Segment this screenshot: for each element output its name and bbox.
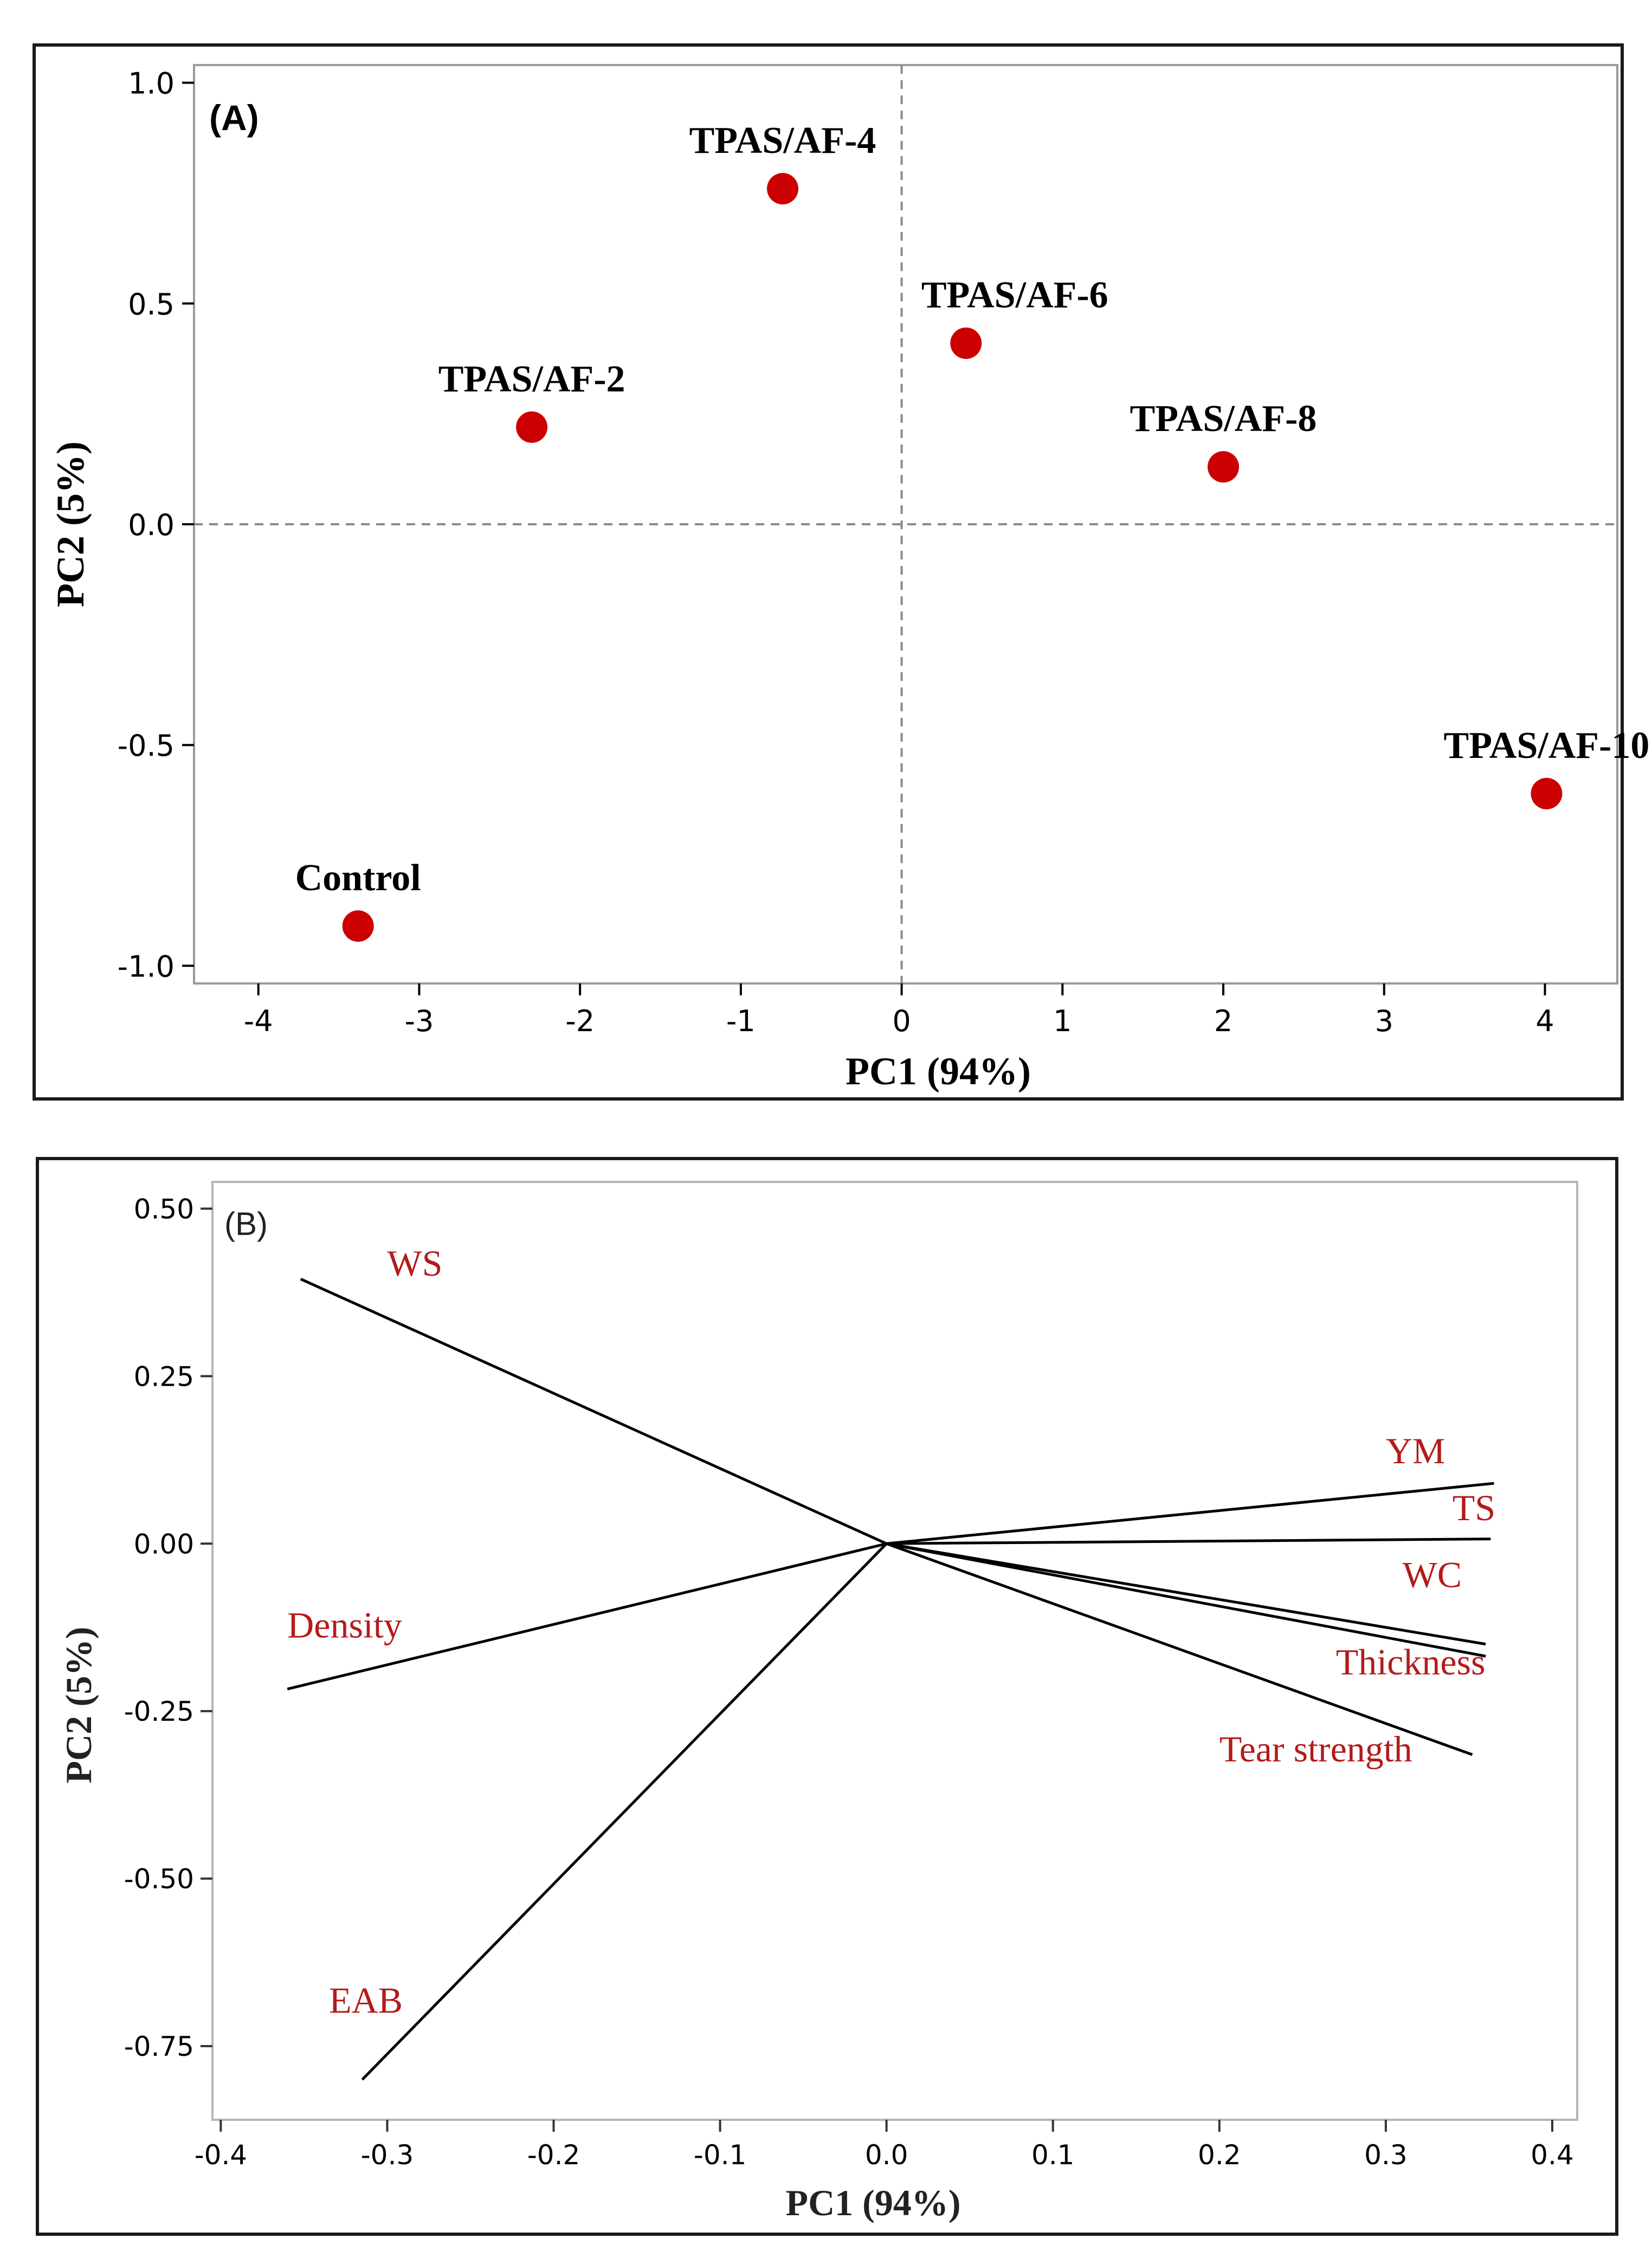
y-tick-label: 0.00	[134, 1528, 194, 1560]
vector-tear-strength	[886, 1542, 1473, 1756]
vector-label-thickness: Thickness	[1336, 1641, 1486, 1682]
y-tick-label: -0.75	[124, 2031, 194, 2062]
x-tick-label: 0.0	[865, 2139, 908, 2171]
vector-ws	[300, 1277, 887, 1545]
x-tick-label: 0.3	[1364, 2139, 1408, 2171]
panel-label: (A)	[209, 98, 259, 138]
pca-score-plot: -4 -3 -2 -1 0 1 2 3 4 1.0 0.5 0.0 -0.5 -1.0 PC1 (94%) P…	[49, 64, 1649, 1093]
y-tick-label: -1.0	[118, 949, 175, 983]
point-label-tpas-af-2: TPAS/AF-2	[438, 358, 625, 400]
x-axis-title: PC1 (94%)	[786, 2182, 961, 2223]
vector-label-ws: WS	[387, 1243, 442, 1284]
vector-density	[287, 1542, 887, 1690]
x-tick-label: 3	[1375, 1004, 1393, 1038]
x-tick-label: -4	[244, 1004, 273, 1038]
vector-label-tear-strength: Tear strength	[1219, 1728, 1412, 1770]
y-tick-label: 1.0	[128, 67, 175, 101]
point-label-tpas-af-8: TPAS/AF-8	[1130, 398, 1317, 440]
x-tick-label: -2	[565, 1004, 595, 1038]
panel-a: -4 -3 -2 -1 0 1 2 3 4 1.0 0.5 0.0 -0.5 -1.0 PC1 (94%) P…	[33, 43, 1649, 1101]
x-tick-label: -1	[726, 1004, 756, 1038]
vector-label-wc: WC	[1403, 1554, 1462, 1596]
x-tick-label: 0	[892, 1004, 911, 1038]
vector-eab	[361, 1542, 888, 2081]
point-label-control: Control	[295, 857, 421, 899]
x-tick-label: 2	[1214, 1004, 1232, 1038]
vector-ym	[886, 1482, 1494, 1545]
point-control	[342, 910, 374, 942]
point-label-tpas-af-6: TPAS/AF-6	[921, 274, 1108, 316]
x-tick-label: 1	[1053, 1004, 1072, 1038]
point-tpas-af-8	[1208, 451, 1240, 483]
vector-label-ym: YM	[1386, 1430, 1446, 1471]
y-tick-label: 0.25	[134, 1361, 194, 1392]
plot-frame	[211, 1181, 1578, 2121]
x-tick-label: 0.1	[1031, 2139, 1075, 2171]
x-tick-label: 0.4	[1531, 2139, 1574, 2171]
point-tpas-af-4	[767, 173, 799, 205]
x-tick-label: -0.3	[361, 2139, 414, 2171]
y-tick-label: 0.0	[128, 508, 175, 542]
y-tick-label: -0.5	[118, 729, 175, 763]
vector-label-density: Density	[287, 1604, 402, 1645]
x-axis-title: PC1 (94%)	[846, 1050, 1031, 1093]
x-tick-label: 4	[1535, 1004, 1554, 1038]
y-axis-title: PC2 (5%)	[58, 1627, 99, 1784]
y-tick-label: -0.25	[124, 1696, 194, 1727]
y-tick-label: 0.50	[134, 1193, 194, 1225]
y-tick-label: 0.5	[128, 287, 175, 321]
vector-wc	[886, 1542, 1486, 1646]
pca-loading-plot: -0.4 -0.3 -0.2 -0.1 0.0 0.1 0.2 0.3 0.4 0.50 0.25 0…	[58, 1181, 1578, 2223]
x-tick-label: -3	[404, 1004, 434, 1038]
y-axis-title: PC2 (5%)	[49, 441, 92, 607]
point-label-tpas-af-10: TPAS/AF-10	[1444, 725, 1650, 767]
x-tick-label: -0.4	[195, 2139, 248, 2171]
x-tick-label: 0.2	[1198, 2139, 1241, 2171]
y-tick-label: -0.50	[124, 1863, 194, 1895]
vector-thickness	[886, 1542, 1486, 1658]
vector-label-eab: EAB	[329, 1979, 403, 2021]
point-tpas-af-6	[950, 327, 982, 359]
point-tpas-af-2	[516, 411, 548, 443]
point-tpas-af-10	[1531, 777, 1563, 809]
panel-b: -0.4 -0.3 -0.2 -0.1 0.0 0.1 0.2 0.3 0.4 0.50 0.25 0…	[36, 1157, 1618, 2236]
vector-ts	[886, 1538, 1491, 1545]
point-label-tpas-af-4: TPAS/AF-4	[689, 120, 876, 162]
x-tick-label: -0.2	[527, 2139, 580, 2171]
vector-label-ts: TS	[1453, 1487, 1495, 1528]
x-tick-label: -0.1	[694, 2139, 747, 2171]
panel-label: (B)	[224, 1206, 268, 1242]
